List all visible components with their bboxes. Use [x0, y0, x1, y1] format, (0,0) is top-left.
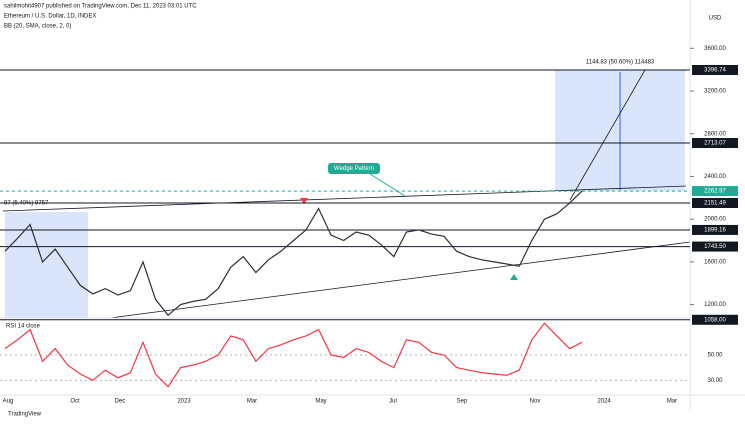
target-label: 1144.83 (50.60%) 114483 — [586, 60, 655, 66]
x-tick-label: Aug — [3, 399, 14, 405]
level-label: 1743.50 — [704, 244, 726, 250]
left-zone — [5, 212, 88, 318]
annotation-pointer — [369, 173, 406, 197]
rsi-line — [4, 322, 583, 388]
level-tag — [692, 314, 738, 325]
level-label: 3396.74 — [704, 68, 726, 74]
zone-label: 97 (5.40%) 9757 — [4, 201, 49, 207]
y-tick-label: 3600.00 — [704, 46, 726, 52]
level-label: 1058.00 — [704, 317, 726, 323]
annotation: Wedge Pattern — [334, 166, 374, 172]
level-tag — [692, 138, 738, 149]
level-label: 2713.07 — [704, 141, 726, 147]
header-line: sahilmohit4907 published on TradingView.… — [4, 4, 197, 10]
rsi-tick-label: 30.00 — [707, 378, 723, 384]
level-label: 2151.49 — [704, 201, 726, 207]
marker — [300, 198, 308, 204]
rsi-title: RSI 14 close — [6, 324, 41, 330]
y-tick-label: 1600.00 — [704, 259, 726, 265]
marker — [510, 274, 518, 280]
x-tick-label: Oct — [70, 399, 80, 405]
projection-line — [569, 69, 646, 201]
header-line: Ethereum / U.S. Dollar, 1D, INDEX — [4, 14, 96, 20]
last-price-tag — [692, 186, 738, 197]
x-tick-label: 2023 — [177, 399, 191, 405]
level-label: 1899.16 — [704, 228, 726, 234]
wedge-upper — [2, 185, 687, 212]
level-tag — [692, 197, 738, 208]
x-tick-label: 2024 — [597, 399, 611, 405]
y-tick-label: 1200.00 — [704, 302, 726, 308]
annotation-box — [328, 163, 380, 174]
wedge-lower — [109, 241, 691, 319]
y-tick-label: 3200.00 — [704, 89, 726, 95]
header-line: BB (20, SMA, close, 2, 0) — [4, 24, 71, 30]
x-tick-label: Mar — [247, 399, 257, 405]
x-tick-label: Sep — [457, 399, 468, 405]
level-tag — [692, 241, 738, 252]
y-tick-label: 2800.00 — [704, 131, 726, 137]
x-tick-label: May — [315, 399, 326, 405]
footer: TradingView — [8, 412, 42, 418]
y-tick-label: 2400.00 — [704, 174, 726, 180]
x-tick-label: Mar — [667, 399, 677, 405]
x-tick-label: Nov — [530, 399, 541, 405]
unit-label: USD — [709, 16, 722, 22]
y-tick-label: 2000.00 — [704, 217, 726, 223]
level-tag — [692, 224, 738, 235]
price-line — [4, 190, 583, 317]
rsi-tick-label: 50.00 — [707, 353, 723, 359]
x-tick-label: Jul — [389, 399, 397, 405]
level-tag — [692, 65, 738, 75]
last-price-label: 2262.97 — [704, 189, 726, 195]
x-tick-label: Dec — [115, 399, 126, 405]
